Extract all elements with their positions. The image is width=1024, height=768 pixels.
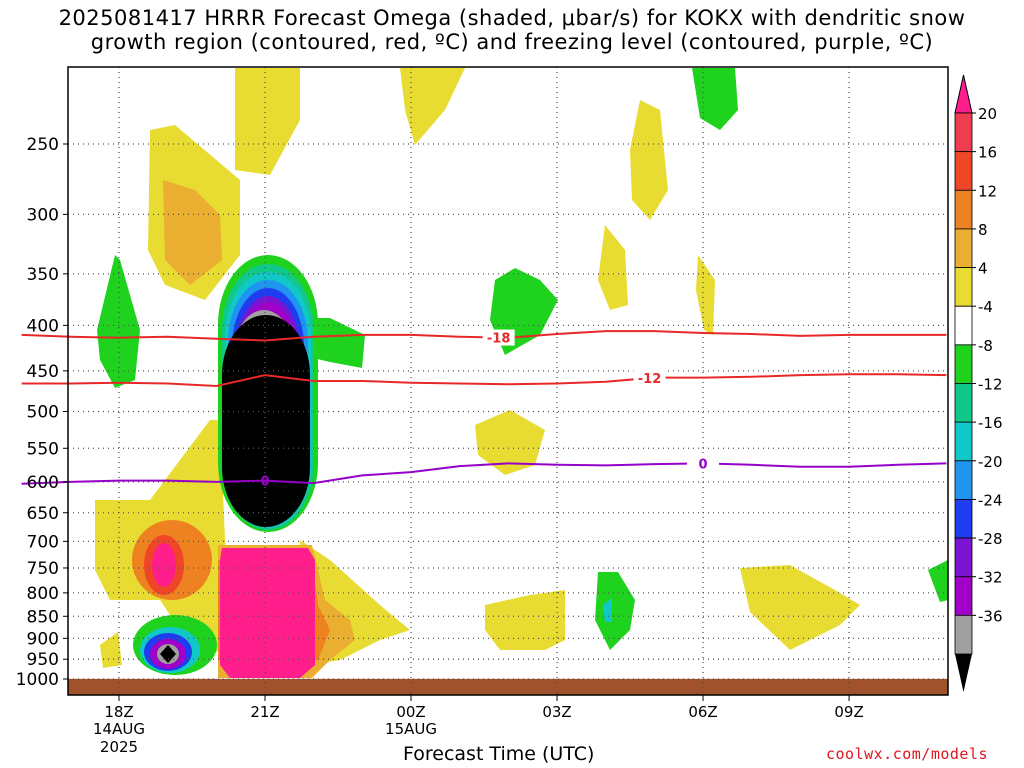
colorbar-label: -8: [978, 337, 993, 355]
omega-yellow-8: [485, 590, 565, 650]
grid: [68, 67, 948, 695]
title-line-1: 2025081417 HRRR Forecast Omega (shaded, …: [58, 6, 966, 30]
y-tick-label: 750: [27, 559, 59, 579]
y-tick-label: 400: [27, 316, 59, 336]
colorbar-label: 16: [978, 144, 997, 162]
y-tick-label: 600: [27, 473, 59, 493]
contour-label: -18: [487, 332, 511, 347]
omega-green-5: [928, 560, 948, 602]
y-tick-label: 700: [27, 532, 59, 552]
omega-yellow-1: [235, 68, 300, 175]
omega-yellow-7: [475, 410, 545, 475]
x-tick-date: 14AUG: [93, 720, 145, 738]
omega-yellow-4: [630, 100, 668, 220]
y-tick-label: 300: [27, 205, 59, 225]
y-tick-label: 500: [27, 403, 59, 423]
chart-title: 2025081417 HRRR Forecast Omega (shaded, …: [0, 6, 1024, 54]
axes: 2503003504004505005506006507007508008509…: [16, 66, 949, 756]
colorbar-top-arrow: [954, 74, 973, 114]
plot-area: -18 -12 0 0: [21, 67, 948, 695]
colorbar-swatch: [954, 305, 973, 346]
colorbar-swatch: [954, 614, 973, 655]
omega-orange-1: [163, 180, 222, 285]
colorbar-label: -32: [978, 569, 1003, 587]
colorbar-bottom-arrow: [955, 654, 972, 692]
shading-group: [68, 68, 948, 695]
y-tick-label: 450: [27, 362, 59, 382]
colorbar-label: -24: [978, 491, 1003, 509]
colorbar-label: -12: [978, 376, 1003, 394]
y-tick-label: 900: [27, 629, 59, 649]
x-tick-label: 09Z: [834, 703, 863, 721]
x-tick-label: 03Z: [542, 703, 571, 721]
y-tick-label: 800: [27, 584, 59, 604]
colorbar-swatch: [954, 151, 973, 191]
contour-label-bg-1: [633, 370, 666, 387]
colorbar-label: -36: [978, 607, 1003, 625]
omega-green-top: [692, 68, 738, 130]
y-tick-label: 950: [27, 650, 59, 670]
colorbar-swatch: [954, 383, 973, 423]
contour-label: -12: [638, 372, 662, 387]
colorbar-swatch: [954, 267, 973, 307]
colorbar-swatch: [954, 189, 973, 230]
colorbar-label: 20: [978, 105, 997, 123]
omega-yellow-12: [100, 632, 122, 668]
omega-black-core: [222, 315, 310, 527]
y-tick-label: 550: [27, 439, 59, 459]
omega-green-1: [97, 255, 140, 388]
omega-yellow-6: [696, 255, 715, 335]
colorbar-label: -20: [978, 453, 1003, 471]
x-axis-label: Forecast Time (UTC): [403, 743, 595, 765]
x-tick-date: 15AUG: [385, 720, 437, 738]
contour-label: 0: [260, 475, 269, 490]
credit-link[interactable]: coolwx.com/models: [826, 745, 989, 763]
colorbar-swatch: [954, 228, 973, 268]
colorbar: 20 16 12 8 4 -4 -8 -12 -16 -20 -24 -28 -32 -36: [954, 74, 1003, 692]
contour-line-m12: [21, 373, 947, 388]
colorbar-swatch: [954, 112, 973, 153]
x-tick-label: 00Z: [396, 703, 425, 721]
contour-label-bg-2: [687, 455, 720, 472]
omega-teal-1: [603, 598, 612, 622]
colorbar-swatch: [954, 344, 973, 384]
omega-pink-core: [220, 548, 315, 678]
y-tick-label: 650: [27, 504, 59, 524]
x-tick-label: 21Z: [250, 703, 279, 721]
colorbar-label: 4: [978, 260, 988, 278]
colorbar-swatch: [954, 499, 973, 539]
omega-green-4: [595, 572, 635, 650]
title-line-2: growth region (contoured, red, ºC) and f…: [90, 30, 934, 54]
colorbar-swatch: [954, 537, 973, 578]
colorbar-label: -16: [978, 414, 1003, 432]
y-tick-label: 250: [27, 135, 59, 155]
colorbar-label: 12: [978, 182, 997, 200]
contour-label: 0: [699, 457, 708, 472]
omega-black-low: [160, 645, 176, 663]
colorbar-swatch: [954, 576, 973, 616]
omega-yellow-5: [598, 225, 628, 310]
omega-pink-1: [152, 543, 176, 587]
omega-yellow-3: [400, 68, 465, 145]
terrain-bar: [68, 678, 948, 695]
colorbar-swatch: [954, 460, 973, 500]
x-tick-label: 06Z: [688, 703, 717, 721]
contour-line-0: [21, 462, 947, 485]
x-tick-year: 2025: [100, 738, 138, 756]
colorbar-label: -4: [978, 298, 993, 316]
contour-label-bg-0: [482, 329, 515, 346]
y-tick-label: 850: [27, 607, 59, 627]
x-tick-label: 18Z: [104, 703, 133, 721]
colorbar-label: 8: [978, 221, 988, 239]
y-tick-label: 350: [27, 265, 59, 285]
omega-yellow-9: [740, 565, 860, 650]
colorbar-swatch: [954, 421, 973, 462]
y-tick-label: 1000: [16, 670, 59, 690]
colorbar-label: -28: [978, 530, 1003, 548]
plot-frame: [67, 66, 949, 696]
